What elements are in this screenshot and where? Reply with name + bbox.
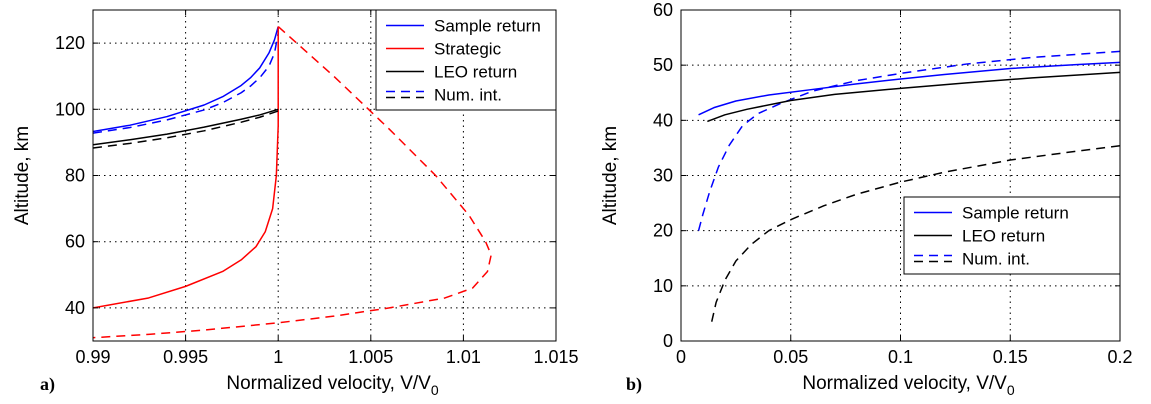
legend: Sample return Strategic LEO return Num. int…	[375, 9, 557, 111]
panel-label: b)	[626, 374, 642, 395]
series-line-leo-return	[93, 108, 279, 146]
y-tick-label: 120	[55, 33, 85, 53]
legend-label: Strategic	[434, 40, 502, 59]
y-tick-label: 60	[653, 0, 673, 20]
x-tick-label: 0.995	[163, 347, 208, 367]
legend-box	[375, 9, 557, 111]
y-tick-label: 100	[55, 99, 85, 119]
x-tick-label: 0	[676, 347, 686, 367]
series-line-strategic-num	[93, 25, 492, 339]
series-line-sample-return-num	[697, 50, 1120, 231]
series-line-sample-return-num	[93, 33, 279, 134]
x-tick-label: 0.99	[75, 347, 110, 367]
x-tick-label: 1	[273, 347, 283, 367]
legend-label: LEO return	[434, 63, 517, 82]
series-group	[697, 50, 1120, 322]
x-axis-label: Normalized velocity, V/V0	[226, 373, 439, 398]
legend-label: LEO return	[962, 227, 1045, 246]
y-tick-label: 50	[653, 55, 673, 75]
y-tick-label: 40	[653, 110, 673, 130]
legend: Sample return LEO return Num. int.	[903, 196, 1121, 275]
legend-label: Num. int.	[962, 250, 1030, 269]
series-line-sample-return	[698, 61, 1120, 116]
series-group	[93, 25, 492, 339]
chart-panel-2: 0 0.05 0.1 0.15 0.2 0 10 20 30 40 50 60 Normalized v…	[600, 0, 1133, 398]
x-tick-label: 1.005	[348, 347, 393, 367]
series-line-leo-return-num	[710, 144, 1120, 322]
y-tick-label: 20	[653, 221, 673, 241]
series-line-leo-return	[707, 71, 1120, 123]
legend-label: Sample return	[962, 204, 1069, 223]
y-tick-label: 40	[65, 298, 85, 318]
legend-label: Sample return	[434, 17, 541, 36]
y-tick-label: 30	[653, 166, 673, 186]
series-line-strategic	[93, 26, 279, 309]
legend-label: Num. int.	[434, 86, 502, 105]
x-tick-label: 0.15	[993, 347, 1028, 367]
panel-label: a)	[40, 374, 55, 395]
series-line-leo-return-num	[93, 110, 279, 149]
x-tick-label: 1.01	[446, 347, 481, 367]
chart-panel-1: 0.99 0.995 1 1.005 1.01 1.015 40 60 80 100 120 Norm…	[12, 9, 579, 398]
x-axis-label: Normalized velocity, V/V0	[802, 373, 1015, 398]
y-tick-label: 80	[65, 166, 85, 186]
y-axis-label: Altitude, km	[12, 126, 33, 225]
y-tick-label: 0	[663, 331, 673, 351]
y-axis-label: Altitude, km	[600, 126, 621, 225]
y-tick-label: 60	[65, 232, 85, 252]
x-tick-label: 0.2	[1107, 347, 1132, 367]
x-tick-label: 1.015	[533, 347, 578, 367]
series-line-sample-return	[93, 26, 279, 133]
x-tick-label: 0.05	[773, 347, 808, 367]
y-tick-label: 10	[653, 276, 673, 296]
x-tick-label: 0.1	[888, 347, 913, 367]
